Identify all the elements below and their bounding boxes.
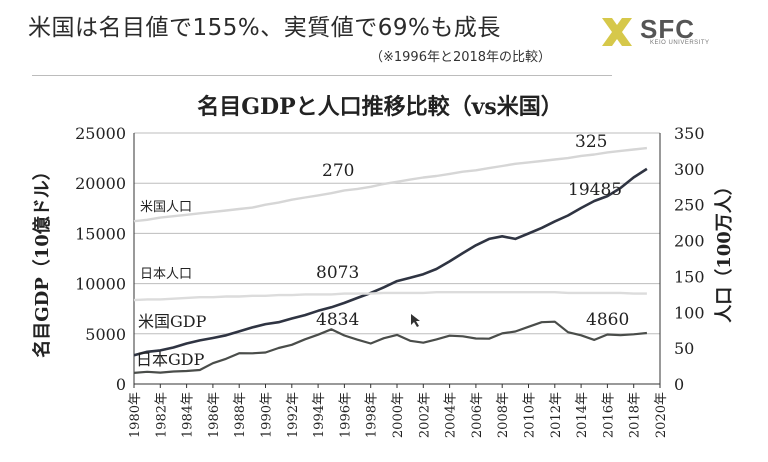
series-line: [133, 291, 647, 302]
y-axis-label: 名目GDP（10億ドル）: [31, 162, 53, 358]
logo-text: SFC: [640, 14, 695, 44]
x-tick-label: 2018年: [628, 392, 643, 438]
chart-title: 名目GDPと人口推移比較（vs米国）: [197, 94, 563, 120]
series-label: 日本人口: [140, 267, 192, 282]
cursor-pointer-icon: [411, 314, 420, 327]
series-label: 日本GDP: [136, 350, 205, 369]
data-annotation: 19485: [568, 180, 622, 200]
y2-tick-label: 200: [674, 232, 705, 251]
x-tick-label: 2012年: [549, 392, 564, 438]
y2-axis-label: 人口（100万人）: [714, 177, 735, 323]
y-tick-label: 0: [116, 375, 126, 394]
x-tick-label: 2004年: [444, 392, 459, 438]
x-tick-label: 2010年: [523, 392, 538, 438]
y-tick-label: 10000: [75, 275, 126, 294]
slide-title: 米国は名目値で155%、実質値で69%も成長: [28, 15, 501, 41]
logo-x-icon: [602, 18, 632, 46]
data-annotation: 4860: [586, 310, 629, 330]
y-tick-label: 15000: [75, 224, 126, 243]
x-tick-label: 1998年: [365, 392, 380, 438]
y2-tick-label: 150: [674, 267, 705, 286]
right-axis-ticks: 0 50 100 150 200 250 300 350: [674, 124, 705, 394]
y2-tick-label: 250: [674, 196, 705, 215]
series-line: [133, 167, 648, 357]
title-divider: [32, 75, 612, 76]
y2-tick-label: 0: [674, 375, 684, 394]
y-tick-label: 25000: [75, 124, 126, 143]
y2-tick-label: 50: [674, 339, 694, 358]
left-axis-ticks: 0 5000 10000 15000 20000 25000: [75, 124, 126, 394]
gridlines: [133, 132, 661, 385]
data-annotation: 4834: [316, 310, 359, 330]
x-tick-label: 1990年: [260, 392, 275, 438]
data-annotation: 270: [322, 161, 354, 181]
x-tick-label: 1980年: [128, 392, 143, 438]
series-layer: [133, 146, 648, 374]
series-label: 米国人口: [140, 200, 192, 215]
x-tick-label: 1982年: [154, 392, 169, 438]
x-tick-label: 1986年: [207, 392, 222, 438]
x-tick-label: 2008年: [496, 392, 511, 438]
x-tick-label: 1984年: [181, 392, 196, 438]
series-line: [133, 320, 648, 374]
x-tick-label: 2002年: [417, 392, 432, 438]
y-tick-label: 5000: [85, 325, 126, 344]
x-tick-label: 2000年: [391, 392, 406, 438]
x-tick-label: 1988年: [233, 392, 248, 438]
x-tick-label: 2014年: [575, 392, 590, 438]
y2-tick-label: 350: [674, 124, 705, 143]
x-tick-label: 2020年: [654, 392, 669, 438]
y-tick-label: 20000: [75, 174, 126, 193]
x-axis-ticks: 1980年 1982年 1984年 1986年 1988年 1990年 1992年 1994年…: [128, 384, 669, 438]
x-tick-label: 1994年: [312, 392, 327, 438]
series-label: 米国GDP: [138, 312, 207, 331]
x-tick-label: 1992年: [286, 392, 301, 438]
x-tick-label: 2006年: [470, 392, 485, 438]
y2-tick-label: 100: [674, 303, 705, 322]
y2-tick-label: 300: [674, 160, 705, 179]
logo-subtext: KEIO UNIVERSITY: [650, 40, 710, 46]
annotations: 270 325 19485 8073 4834 4860: [316, 132, 629, 330]
x-tick-label: 2016年: [601, 392, 616, 438]
series-line: [133, 146, 648, 223]
slide-subtitle: （※1996年と2018年の比較）: [370, 50, 552, 65]
x-tick-label: 1996年: [338, 392, 353, 438]
data-annotation: 325: [575, 132, 607, 152]
sfc-logo-mark: [602, 18, 632, 46]
data-annotation: 8073: [316, 263, 359, 283]
